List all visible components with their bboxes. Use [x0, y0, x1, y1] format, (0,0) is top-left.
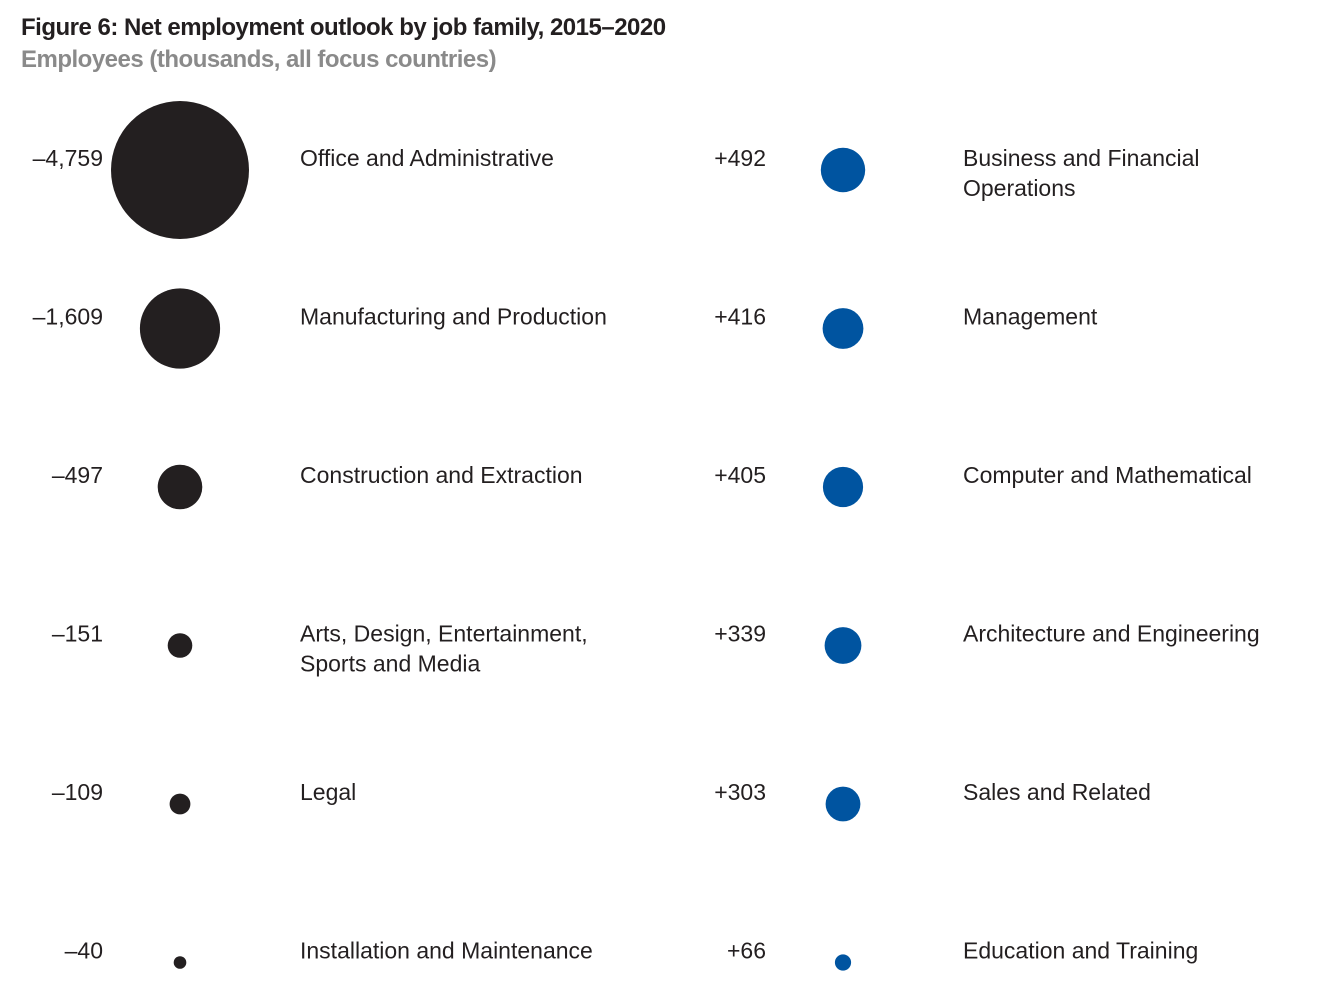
- bubble-positive-1: [820, 147, 866, 193]
- value-label-positive-3: +405: [714, 462, 766, 488]
- chart-subtitle: Employees (thousands, all focus countrie…: [21, 46, 497, 73]
- bubble-negative-1: [111, 101, 249, 239]
- value-label-negative-3: –497: [52, 462, 103, 488]
- category-label-positive-6: Education and Training: [963, 938, 1198, 964]
- value-label-negative-4: –151: [52, 621, 103, 647]
- category-label-positive-2: Management: [963, 304, 1098, 330]
- category-label-negative-1: Office and Administrative: [300, 145, 554, 171]
- bubble-negative-3: [157, 464, 203, 510]
- value-label-negative-6: –40: [65, 938, 103, 964]
- value-label-positive-4: +339: [714, 621, 766, 647]
- value-label-negative-1: –4,759: [33, 145, 103, 171]
- value-label-positive-6: +66: [727, 938, 766, 964]
- bubble-negative-5: [169, 793, 191, 815]
- value-label-negative-2: –1,609: [33, 304, 103, 330]
- bubble-negative-2: [139, 288, 221, 369]
- bubble-positive-4: [824, 627, 862, 664]
- bubble-positive-5: [825, 786, 861, 822]
- value-label-positive-5: +303: [714, 779, 766, 805]
- category-label-negative-6: Installation and Maintenance: [300, 938, 593, 964]
- value-label-positive-2: +416: [714, 304, 766, 330]
- bubble-negative-4: [167, 633, 193, 658]
- value-label-positive-1: +492: [714, 145, 766, 171]
- category-label-negative-5: Legal: [300, 779, 356, 805]
- bubble-positive-2: [822, 308, 864, 349]
- category-label-positive-4: Architecture and Engineering: [963, 621, 1260, 647]
- category-label-positive-1: Business and Financial Operations: [963, 145, 1200, 201]
- category-label-negative-4: Arts, Design, Entertainment, Sports and M…: [300, 621, 588, 677]
- chart-title: Figure 6: Net employment outlook by job …: [21, 14, 666, 41]
- value-label-negative-5: –109: [52, 779, 103, 805]
- bubble-negative-6: [173, 956, 187, 969]
- category-label-positive-3: Computer and Mathematical: [963, 462, 1252, 488]
- bubble-positive-3: [822, 466, 864, 508]
- category-label-positive-5: Sales and Related: [963, 779, 1151, 805]
- category-label-negative-2: Manufacturing and Production: [300, 304, 607, 330]
- bubble-positive-6: [834, 954, 852, 971]
- category-label-negative-3: Construction and Extraction: [300, 462, 583, 488]
